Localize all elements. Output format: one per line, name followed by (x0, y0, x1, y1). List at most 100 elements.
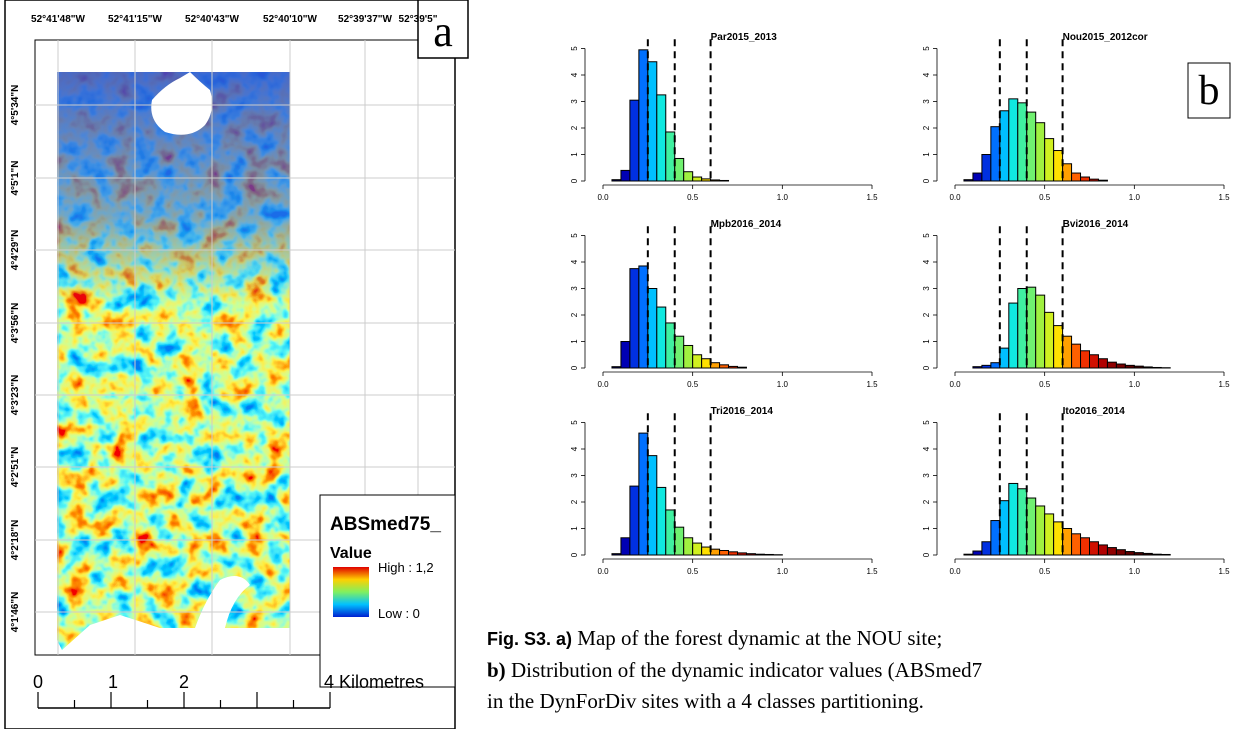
chart-title: Nou2015_2012cor (1063, 32, 1148, 43)
bar (647, 61, 658, 182)
bar (701, 358, 712, 369)
longitude-label: 52°41'48"W (31, 14, 85, 25)
bar (665, 509, 676, 556)
y-tick-label: 4 (922, 72, 931, 77)
bar (754, 553, 765, 556)
y-tick-label: 2 (922, 499, 931, 504)
bar (999, 500, 1010, 556)
bar (1008, 482, 1019, 556)
bar (1053, 325, 1064, 369)
y-tick-label: 2 (922, 312, 931, 317)
bar (1017, 488, 1028, 556)
x-tick-label: 1.5 (1218, 380, 1230, 389)
legend-high: High : 1,2 (378, 560, 434, 575)
latitude-label: 4°3'56"N (10, 303, 21, 344)
bar (737, 552, 747, 556)
bar (990, 362, 1001, 369)
bar (656, 306, 667, 369)
x-tick-label: 1.5 (866, 193, 878, 202)
bar (1053, 521, 1064, 556)
y-tick-label: 1 (570, 339, 579, 344)
bar (692, 354, 703, 369)
caption-bold: b) (487, 658, 506, 682)
bar (990, 520, 1001, 556)
panel-label: a (433, 7, 453, 56)
legend-subtitle: Value (330, 545, 372, 562)
bar (1062, 163, 1073, 182)
longitude-label: 52°39'5" (399, 14, 438, 25)
bar (1017, 102, 1028, 182)
bar (1115, 549, 1126, 556)
bar (963, 179, 974, 182)
bar (1089, 354, 1099, 369)
x-tick-label: 0.0 (949, 380, 961, 389)
y-tick-label: 5 (922, 46, 931, 51)
x-tick-label: 1.0 (777, 380, 789, 389)
caption-bold: Fig. S3. a) (487, 629, 572, 649)
chart-title: Ito2016_2014 (1063, 406, 1126, 417)
longitude-label: 52°40'43"W (185, 14, 239, 25)
x-tick-label: 1.5 (866, 567, 878, 576)
y-tick-label: 0 (570, 552, 579, 557)
bar (1097, 179, 1108, 182)
bar (710, 548, 721, 556)
bar (1097, 358, 1108, 369)
x-tick-label: 0.5 (687, 380, 699, 389)
y-tick-label: 0 (922, 178, 931, 183)
caption-line: Fig. S3. a) Map of the forest dynamic at… (487, 626, 942, 650)
bar (611, 553, 622, 556)
y-tick-label: 1 (922, 526, 931, 531)
chart-title: Mpb2016_2014 (711, 219, 782, 230)
bar (620, 341, 631, 369)
bar (728, 551, 738, 556)
legend-low: Low : 0 (378, 606, 420, 621)
scale-label: 0 (33, 672, 43, 692)
bar (647, 455, 658, 556)
bar (981, 541, 992, 556)
bar (701, 178, 712, 182)
bar (1035, 294, 1046, 369)
longitude-label: 52°39'37"W (338, 14, 392, 25)
bar (981, 154, 992, 182)
bar (611, 179, 622, 182)
map-neatline (34, 39, 456, 656)
bar (629, 485, 640, 556)
y-tick-label: 5 (922, 420, 931, 425)
x-tick-label: 1.0 (1129, 380, 1141, 389)
y-tick-label: 2 (570, 312, 579, 317)
bar (656, 486, 667, 556)
caption-text: Distribution of the dynamic indicator va… (506, 658, 983, 682)
x-tick-label: 1.0 (777, 193, 789, 202)
chart-title: Tri2016_2014 (711, 406, 774, 417)
bar (1035, 122, 1046, 182)
bar (638, 432, 649, 556)
bar (1124, 364, 1135, 369)
x-tick-label: 1.0 (1129, 193, 1141, 202)
y-tick-label: 4 (570, 259, 579, 264)
y-tick-label: 1 (570, 526, 579, 531)
bar (1124, 551, 1135, 556)
bar (972, 550, 983, 556)
bar (674, 157, 685, 182)
legend-title: ABSmed75_ (330, 514, 441, 535)
bar (1089, 541, 1099, 556)
y-tick-label: 1 (922, 339, 931, 344)
legend-ramp (333, 567, 369, 617)
bar (1080, 350, 1090, 369)
bar (728, 365, 738, 369)
x-tick-label: 0.5 (1039, 380, 1051, 389)
longitude-label: 52°41'15"W (108, 14, 162, 25)
bar (692, 542, 703, 556)
y-tick-label: 3 (570, 473, 579, 478)
y-tick-label: 0 (922, 552, 931, 557)
bar (629, 99, 640, 182)
y-tick-label: 1 (922, 152, 931, 157)
bar (710, 179, 721, 182)
bar (990, 126, 1001, 182)
panel-label-box (1187, 62, 1231, 119)
bar (638, 49, 649, 182)
bar (1008, 98, 1019, 182)
bar (1142, 366, 1153, 369)
y-tick-label: 2 (570, 499, 579, 504)
